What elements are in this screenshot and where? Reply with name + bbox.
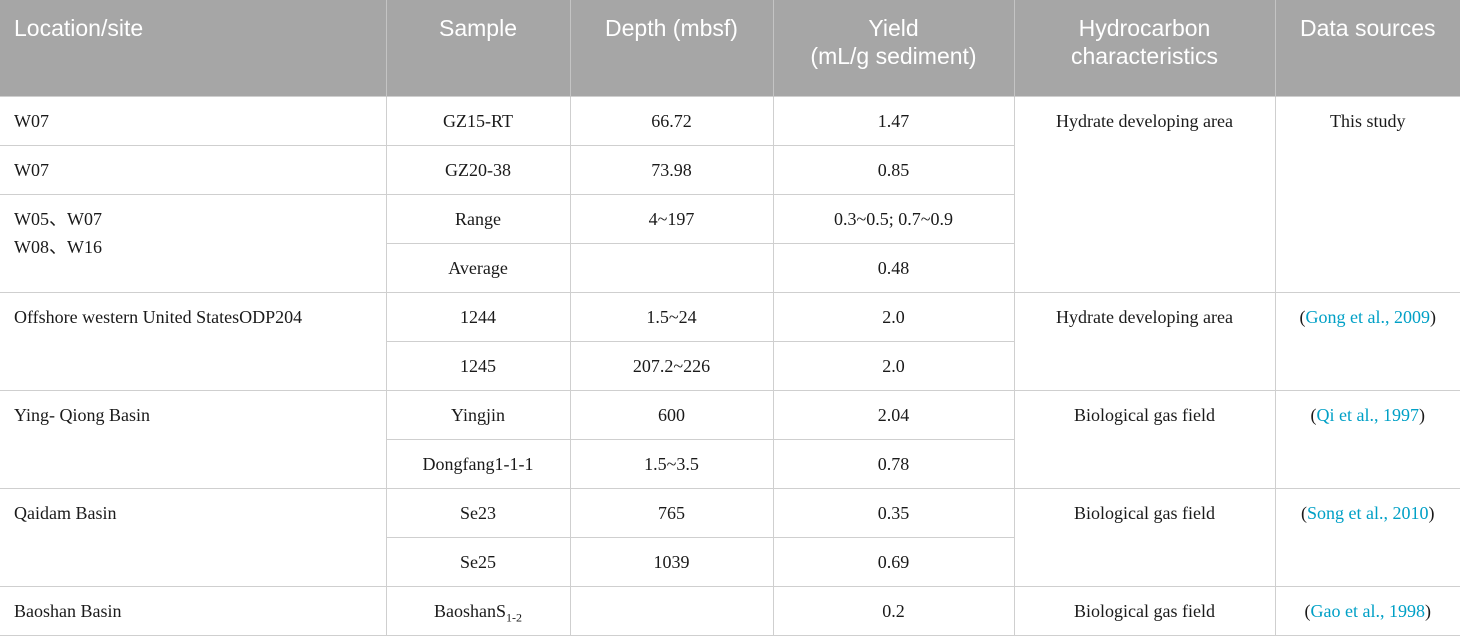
table-row: Baoshan Basin BaoshanS1-2 0.2 Biological… — [0, 585, 1460, 636]
citation-link[interactable]: Qi et al., 1997 — [1316, 404, 1419, 425]
hydrocarbon-cell: Biological gas field — [1013, 585, 1276, 636]
depth-cell: 1039 — [569, 536, 774, 587]
header-row: Location/site Sample Depth (mbsf) Yield … — [0, 0, 1460, 96]
depth-cell: 4~197 — [569, 193, 774, 244]
source-cell: (Gao et al., 1998) — [1274, 585, 1460, 636]
header-yield-line2: (mL/g sediment) — [810, 43, 977, 69]
depth-cell: 1.5~3.5 — [569, 438, 774, 489]
source-paren-close: ) — [1428, 502, 1435, 523]
yield-cell: 0.35 — [772, 487, 1015, 538]
table-row: W05、W07 W08、W16 Range 4~197 0.3~0.5; 0.7… — [0, 193, 1460, 293]
sample-base: Baoshan — [433, 600, 496, 621]
depth-cell — [569, 242, 774, 293]
sample-sub: S — [495, 600, 506, 621]
header-hydrocarbon-line1: Hydrocarbon — [1078, 15, 1211, 41]
table-row: Se25 1039 0.69 — [0, 536, 1460, 587]
yield-cell: 0.48 — [772, 242, 1014, 293]
source-paren-close: ) — [1429, 306, 1436, 327]
table-row: W07 GZ15-RT 66.72 1.47 Hydrate developin… — [0, 95, 1460, 293]
location-cell: Ying- Qiong Basin — [0, 389, 387, 489]
location-line: W08、W16 — [14, 236, 102, 257]
sample-cell: GZ15-RT — [385, 95, 571, 146]
yield-cell: 0.78 — [772, 438, 1014, 489]
sample-cell: 1244 — [385, 291, 571, 342]
header-hydrocarbon: Hydrocarbon characteristics — [1014, 0, 1276, 96]
yield-cell: 0.3~0.5; 0.7~0.9 — [772, 193, 1014, 244]
location-cell: W07 — [0, 95, 387, 146]
source-paren-close: ) — [1418, 404, 1425, 425]
table-row: Average 0.48 — [0, 242, 1460, 293]
depth-cell: 66.72 — [569, 95, 774, 146]
depth-cell: 600 — [569, 389, 774, 440]
source-cell: (Qi et al., 1997) — [1274, 389, 1460, 489]
depth-cell: 1.5~24 — [569, 291, 774, 342]
header-sample: Sample — [386, 0, 571, 96]
depth-cell: 207.2~226 — [569, 340, 774, 391]
location-cell: Offshore western United StatesODP204 — [0, 291, 387, 391]
sample-cell: Yingjin — [385, 389, 571, 440]
yield-cell: 0.2 — [772, 585, 1015, 636]
header-hydrocarbon-line2: characteristics — [1071, 43, 1218, 69]
sample-cell: Se25 — [386, 536, 571, 587]
location-cell: W07 — [0, 144, 387, 195]
header-yield: Yield (mL/g sediment) — [773, 0, 1015, 96]
table-row: 1245 207.2~226 2.0 — [0, 340, 1460, 391]
sample-cell: Dongfang1-1-1 — [386, 438, 571, 489]
citation-link[interactable]: Gong et al., 2009 — [1305, 306, 1430, 327]
source-paren-close: ) — [1424, 600, 1431, 621]
sample-cell: 1245 — [386, 340, 571, 391]
depth-cell: 73.98 — [569, 144, 774, 195]
citation-link[interactable]: Song et al., 2010 — [1307, 502, 1429, 523]
source-cell: (Gong et al., 2009) — [1274, 291, 1460, 391]
location-cell: Baoshan Basin — [0, 585, 387, 636]
yield-cell: 0.69 — [772, 536, 1014, 587]
yield-cell: 1.47 — [772, 95, 1015, 146]
source-paren-open: ( — [1301, 502, 1307, 523]
header-yield-line1: Yield — [868, 15, 919, 41]
hydrocarbon-cell: Hydrate developing area — [1013, 95, 1276, 293]
location-cell: W05、W07 W08、W16 — [0, 193, 387, 293]
table-row: Offshore western United StatesODP204 124… — [0, 291, 1460, 391]
citation-link[interactable]: Gao et al., 1998 — [1310, 600, 1425, 621]
hydrocarbon-cell: Hydrate developing area — [1013, 291, 1276, 391]
hydrocarbon-cell: Biological gas field — [1013, 389, 1276, 489]
header-data-sources: Data sources — [1275, 0, 1460, 96]
depth-cell — [569, 585, 774, 636]
location-cell: Qaidam Basin — [0, 487, 387, 587]
hydrocarbon-cell: Biological gas field — [1013, 487, 1276, 587]
source-cell: This study — [1274, 95, 1460, 293]
yield-cell: 2.04 — [772, 389, 1015, 440]
table-row: Qaidam Basin Se23 765 0.35 Biological ga… — [0, 487, 1460, 587]
depth-cell: 765 — [569, 487, 774, 538]
yield-cell: 0.85 — [772, 144, 1014, 195]
yield-cell: 2.0 — [772, 340, 1014, 391]
location-line: W05、W07 — [14, 208, 102, 229]
sample-cell: BaoshanS1-2 — [385, 585, 571, 636]
sample-cell: Average — [386, 242, 571, 293]
sample-cell: Se23 — [385, 487, 571, 538]
table-row: Ying- Qiong Basin Yingjin 600 2.04 Biolo… — [0, 389, 1460, 489]
source-paren-open: ( — [1299, 306, 1306, 327]
header-depth: Depth (mbsf) — [570, 0, 774, 96]
source-cell: (Song et al., 2010) — [1274, 487, 1460, 587]
source-paren-open: ( — [1310, 404, 1317, 425]
sample-subscript: 1-2 — [506, 610, 522, 625]
sample-cell: Range — [385, 193, 571, 244]
sample-cell: GZ20-38 — [385, 144, 571, 195]
header-location: Location/site — [0, 0, 387, 96]
yield-cell: 2.0 — [772, 291, 1015, 342]
table-row: Dongfang1-1-1 1.5~3.5 0.78 — [0, 438, 1460, 489]
source-paren-open: ( — [1304, 600, 1311, 621]
